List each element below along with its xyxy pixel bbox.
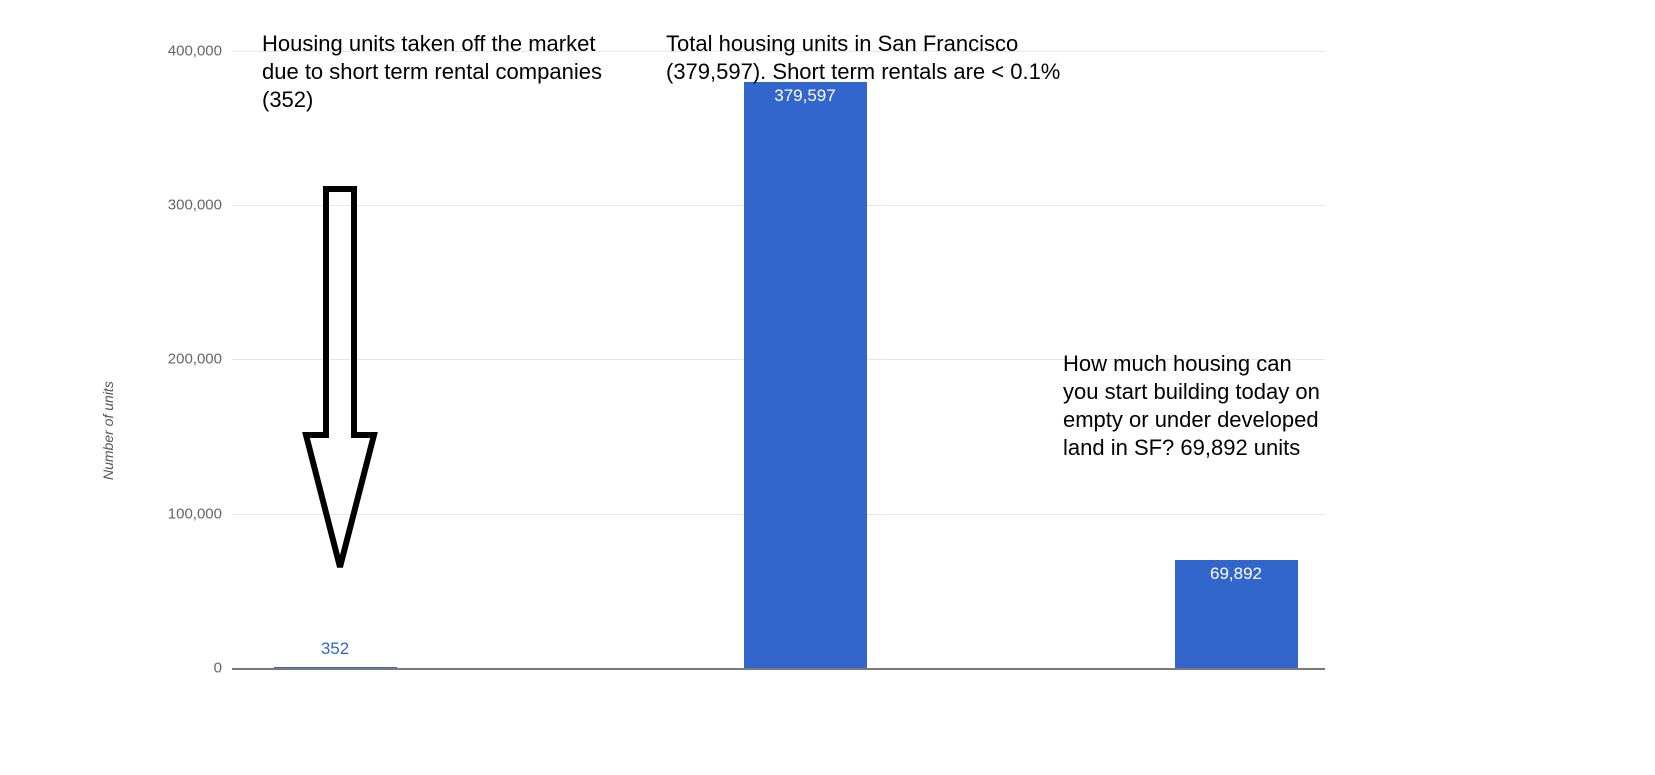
down-arrow-icon bbox=[300, 185, 380, 575]
bar-label-1: 379,597 bbox=[744, 86, 867, 106]
bar-label-2: 69,892 bbox=[1175, 564, 1298, 584]
y-tick-label: 0 bbox=[102, 660, 222, 677]
bar-label-0: 352 bbox=[274, 639, 397, 659]
chart-stage: Number of units 0 100,000 200,000 300,000 400… bbox=[0, 0, 1655, 775]
annotation-0: Housing units taken off the market due t… bbox=[262, 30, 632, 114]
y-tick-label: 100,000 bbox=[102, 505, 222, 522]
bar-1: 379,597 bbox=[744, 82, 867, 668]
x-axis-baseline bbox=[232, 668, 1325, 670]
bar-2: 69,892 bbox=[1175, 560, 1298, 668]
bar-0: 352 bbox=[274, 667, 397, 668]
annotation-2: How much housing can you start building … bbox=[1063, 350, 1333, 463]
y-tick-label: 200,000 bbox=[102, 351, 222, 368]
annotation-1: Total housing units in San Francisco (37… bbox=[666, 30, 1086, 86]
y-tick-label: 300,000 bbox=[102, 197, 222, 214]
y-tick-label: 400,000 bbox=[102, 42, 222, 59]
y-axis-label: Number of units bbox=[100, 381, 116, 480]
